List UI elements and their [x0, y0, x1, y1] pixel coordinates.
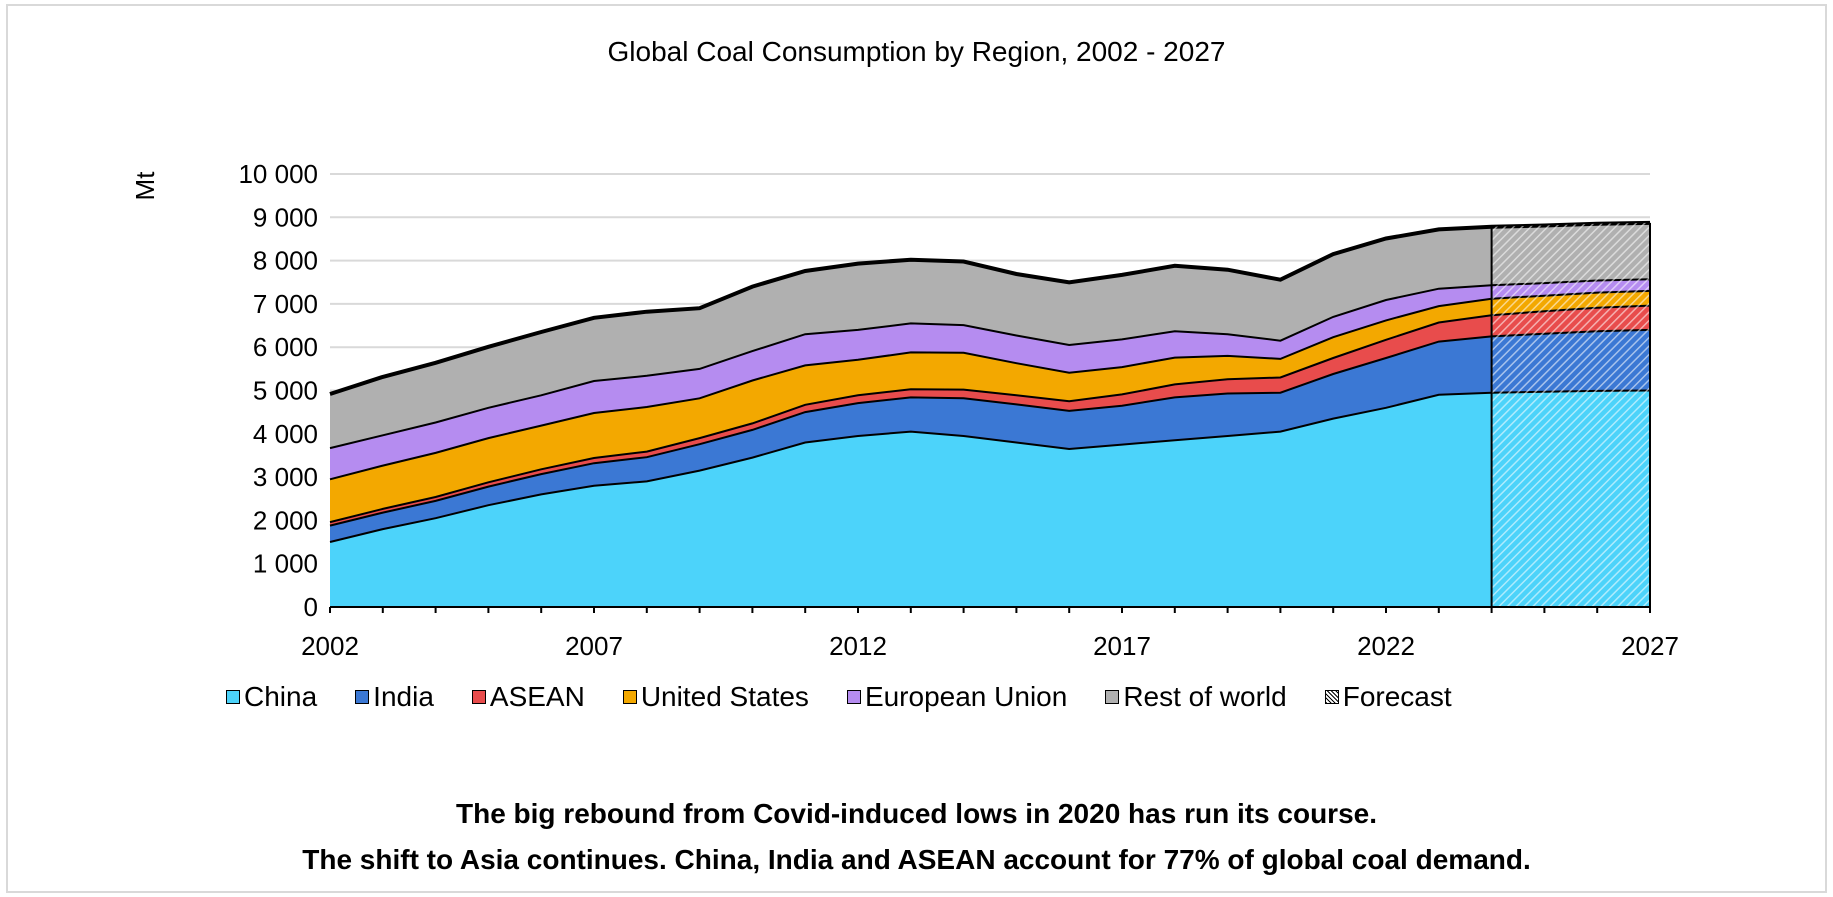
legend-item-india: India [355, 681, 434, 713]
y-tick-label: 7 000 [253, 289, 318, 319]
x-tick-label: 2012 [829, 631, 887, 661]
series-boundary-line [329, 389, 1651, 543]
legend-label: ASEAN [489, 681, 585, 712]
x-tick-label: 2002 [301, 631, 359, 661]
legend-item-china: China [226, 681, 317, 713]
legend-item-united-states: United States [622, 681, 809, 713]
y-tick-label: 5 000 [253, 376, 318, 406]
series-boundary-line [329, 278, 1651, 450]
y-tick-label: 4 000 [253, 419, 318, 449]
legend-item-rest-of-world: Rest of world [1105, 681, 1287, 713]
legend-swatch [355, 690, 370, 704]
y-tick-label: 8 000 [253, 246, 318, 276]
legend-item-asean: ASEAN [471, 681, 585, 713]
caption-line-1: The big rebound from Covid-induced lows … [455, 798, 1378, 829]
chart-frame [6, 4, 1827, 893]
area-india [330, 329, 1650, 542]
caption-line-2: The shift to Asia continues. China, Indi… [302, 844, 1531, 875]
legend-swatch [1324, 690, 1339, 704]
x-tick-label: 2007 [565, 631, 623, 661]
y-tick-label: 3 000 [253, 462, 318, 492]
series-boundary-line [329, 289, 1651, 481]
y-tick-label: 0 [304, 592, 318, 622]
forecast-region [1491, 222, 1650, 607]
legend-label: Rest of world [1123, 681, 1287, 712]
legend-item-european-union: European Union [846, 681, 1068, 713]
chart-legend: China India ASEAN United States European Uni… [226, 677, 1452, 717]
y-tick-label: 1 000 [253, 549, 318, 579]
series-boundary-line [329, 304, 1651, 524]
legend-item-forecast: Forecast [1324, 681, 1452, 713]
y-tick-label: 6 000 [253, 332, 318, 362]
area-european-union [330, 279, 1650, 480]
y-tick-label: 2 000 [253, 505, 318, 535]
series-boundary-line [329, 220, 1651, 396]
legend-swatch [846, 690, 861, 704]
chart-title: Global Coal Consumption by Region, 2002 … [607, 36, 1226, 67]
y-tick-label: 9 000 [253, 202, 318, 232]
legend-swatch [1105, 690, 1120, 704]
area-united-states [330, 290, 1650, 523]
legend-label: European Union [864, 681, 1068, 712]
area-china [330, 390, 1650, 607]
legend-swatch [471, 690, 486, 704]
legend-label: Forecast [1342, 681, 1452, 712]
area-chart: 0 1 000 2 000 3 000 4 000 5 000 6 000 7 000 8 00… [130, 159, 1679, 661]
y-tick-label: 10 000 [238, 159, 318, 189]
x-tick-label: 2027 [1621, 631, 1679, 661]
x-tick-label: 2017 [1093, 631, 1151, 661]
legend-label: China [244, 681, 318, 712]
y-axis-label: Mt [130, 171, 160, 201]
legend-swatch [226, 690, 240, 704]
legend-label: United States [640, 681, 809, 712]
area-rest-of-world [330, 222, 1650, 449]
series-boundary-line [329, 328, 1651, 527]
x-tick-label: 2022 [1357, 631, 1415, 661]
legend-label: India [373, 681, 434, 712]
legend-swatch [622, 690, 637, 704]
